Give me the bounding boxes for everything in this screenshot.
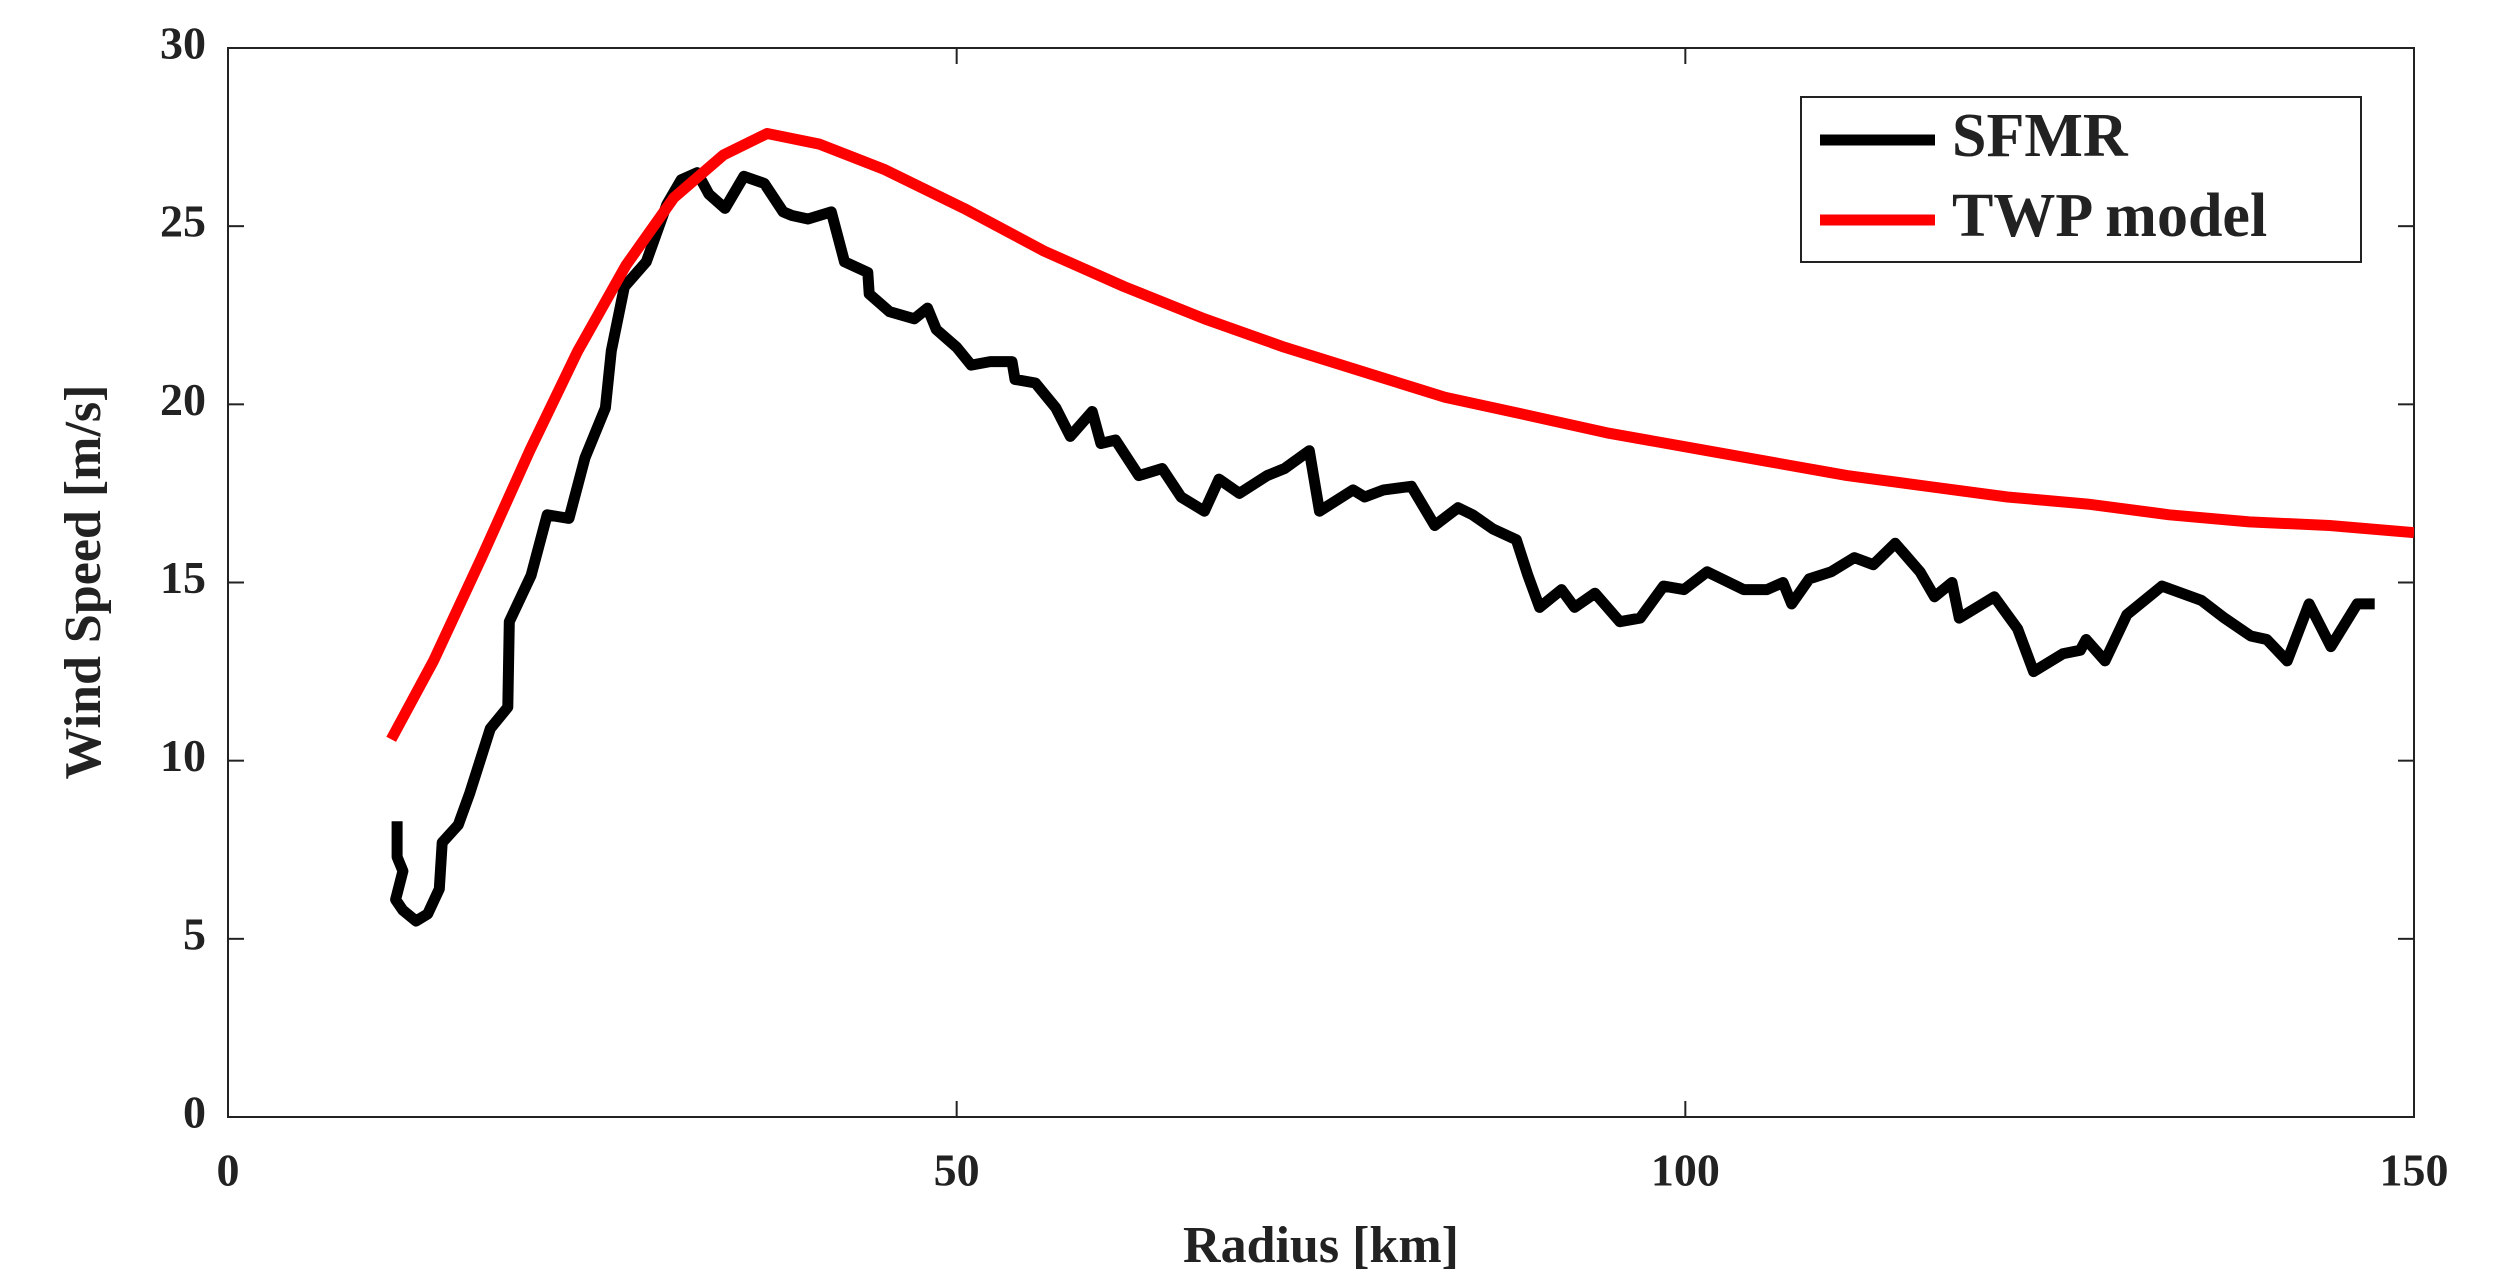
x-tick-label: 50 — [934, 1145, 980, 1196]
y-tick-label: 20 — [160, 374, 206, 425]
data-line — [386, 128, 2414, 742]
y-tick-label: 15 — [160, 552, 206, 603]
y-tick-label: 25 — [160, 196, 206, 247]
y-axis-label: Wind Speed [m/s] — [55, 385, 112, 780]
legend-box — [1800, 96, 2362, 263]
x-axis-label: Radius [km] — [1183, 1217, 1459, 1274]
y-tick-label: 10 — [160, 730, 206, 781]
y-tick-label: 5 — [183, 908, 206, 959]
data-line — [390, 167, 2375, 927]
legend-label: SFMR — [1952, 102, 2129, 170]
y-tick-label: 0 — [183, 1087, 206, 1138]
y-tick-label: 30 — [160, 18, 206, 69]
plot-frame — [227, 47, 2415, 1118]
x-tick-label: 100 — [1651, 1145, 1720, 1196]
x-tick-label: 150 — [2380, 1145, 2449, 1196]
x-tick-label: 0 — [217, 1145, 240, 1196]
legend-label: TWP model — [1952, 182, 2267, 250]
